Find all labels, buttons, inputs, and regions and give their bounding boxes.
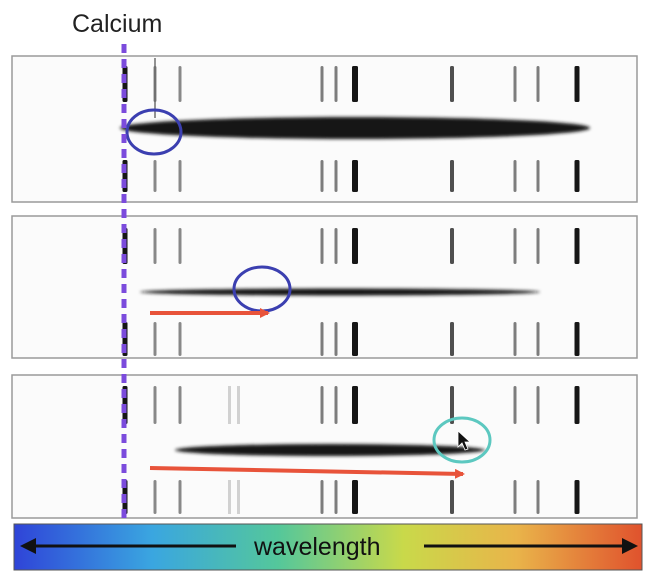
absorption-line [574, 322, 580, 356]
absorption-line [536, 66, 540, 102]
absorption-line [352, 386, 358, 424]
absorption-line [513, 386, 517, 424]
absorption-line [352, 160, 358, 192]
absorption-line [574, 480, 580, 514]
absorption-line [334, 480, 338, 514]
absorption-line [320, 386, 324, 424]
absorption-line [574, 160, 580, 192]
absorption-line [334, 66, 338, 102]
redshift-arrow-panel-3 [149, 466, 465, 479]
absorption-line [536, 160, 540, 192]
spectrum-band-panel-1 [120, 117, 590, 139]
absorption-line [450, 480, 454, 514]
faint-absorption-line [228, 386, 231, 424]
absorption-line [574, 66, 580, 102]
faint-absorption-line [237, 386, 240, 424]
absorption-line [153, 386, 157, 424]
absorption-line [536, 228, 540, 264]
absorption-line [334, 228, 338, 264]
absorption-line [352, 228, 358, 264]
absorption-line [536, 480, 540, 514]
absorption-line [320, 160, 324, 192]
absorption-line [513, 228, 517, 264]
absorption-line [574, 386, 580, 424]
absorption-line [178, 322, 182, 356]
absorption-line [178, 160, 182, 192]
absorption-line [536, 322, 540, 356]
absorption-line [178, 228, 182, 264]
wavelength-axis: wavelength [13, 523, 643, 571]
absorption-line [352, 66, 358, 102]
absorption-line [513, 322, 517, 356]
absorption-line [574, 228, 580, 264]
wavelength-axis-label: wavelength [253, 533, 380, 561]
absorption-line [153, 322, 157, 356]
absorption-line [352, 480, 358, 514]
absorption-line [352, 322, 358, 356]
panel-2-frame [11, 215, 638, 359]
absorption-line [320, 66, 324, 102]
arrow-left-icon [20, 538, 36, 554]
absorption-line [450, 228, 454, 264]
absorption-line [450, 160, 454, 192]
faint-absorption-line [237, 480, 240, 514]
absorption-line [334, 322, 338, 356]
absorption-line [450, 386, 454, 424]
absorption-line [334, 160, 338, 192]
absorption-line [320, 228, 324, 264]
absorption-line [334, 386, 338, 424]
absorption-line [178, 66, 182, 102]
absorption-line [513, 480, 517, 514]
absorption-line [450, 66, 454, 102]
absorption-line [153, 228, 157, 264]
reference-element-label: Calcium [72, 10, 162, 38]
spectrum-panel-2 [11, 215, 638, 359]
mouse-pointer-icon [457, 430, 472, 451]
absorption-line [320, 480, 324, 514]
absorption-line [513, 66, 517, 102]
absorption-line [320, 322, 324, 356]
spectrum-panel-1 [11, 55, 638, 203]
calcium-line-marker-panel-3 [432, 416, 492, 464]
spectrum-panel-3 [11, 374, 638, 519]
absorption-line [178, 480, 182, 514]
arrow-right-icon [622, 538, 638, 554]
calcium-line-marker-panel-1 [125, 108, 183, 156]
absorption-line [153, 480, 157, 514]
absorption-line [513, 160, 517, 192]
faint-absorption-line [228, 480, 231, 514]
absorption-line [178, 386, 182, 424]
absorption-line [450, 322, 454, 356]
absorption-line [536, 386, 540, 424]
absorption-line [153, 160, 157, 192]
